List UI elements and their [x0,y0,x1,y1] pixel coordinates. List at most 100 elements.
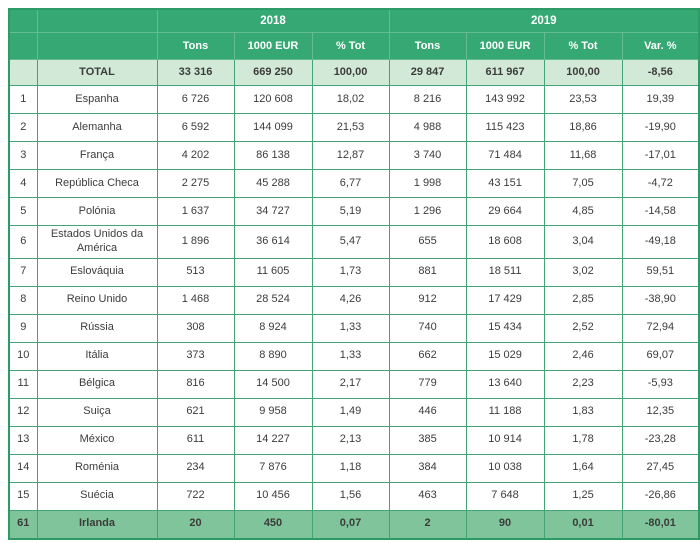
value-cell: 1,33 [311,341,390,371]
value-cell: 18,02 [311,85,390,114]
value-cell: 234 [156,453,235,483]
value-cell: 7,05 [543,169,623,198]
country-cell: Irlanda [36,509,158,539]
value-cell: 450 [233,509,313,539]
value-cell: -19,90 [621,113,700,142]
value-cell: 1,18 [311,453,390,483]
value-cell: 27,45 [621,453,700,483]
value-cell: 655 [388,225,467,259]
value-cell: 100,00 [311,59,390,86]
rank-cell: 2 [8,113,38,142]
value-cell: 14 227 [233,425,313,455]
rank-cell: 4 [8,169,38,198]
value-cell: 740 [388,313,467,343]
value-cell: 662 [388,341,467,371]
value-cell: 45 288 [233,169,313,198]
value-cell: 2 [388,509,467,539]
value-cell: 8 890 [233,341,313,371]
value-cell: 69,07 [621,341,700,371]
country-cell: Suiça [36,397,158,427]
value-cell: -4,72 [621,169,700,198]
year-header-row: 2018 2019 [8,8,700,33]
value-cell: -8,56 [621,59,700,86]
export-stats-table: 2018 2019 Tons 1000 EUR % Tot Tons 1000 … [8,8,700,540]
value-cell: 0,01 [543,509,623,539]
value-cell: 385 [388,425,467,455]
country-cell: França [36,141,158,170]
table-header: 2018 2019 Tons 1000 EUR % Tot Tons 1000 … [8,8,700,60]
value-cell: 2,17 [311,369,390,399]
value-cell: 5,47 [311,225,390,259]
country-cell: Itália [36,341,158,371]
rank-cell: 14 [8,453,38,483]
value-cell: 15 029 [465,341,545,371]
corner-cell-country-2 [36,32,158,60]
rank-cell: 3 [8,141,38,170]
value-cell: 13 640 [465,369,545,399]
value-cell: -23,28 [621,425,700,455]
value-cell: 1 998 [388,169,467,198]
value-cell: 2,13 [311,425,390,455]
value-cell: -38,90 [621,285,700,315]
value-cell: 1,64 [543,453,623,483]
value-cell: 8 924 [233,313,313,343]
year-header-2019: 2019 [388,8,700,33]
value-cell: -17,01 [621,141,700,170]
value-cell: 90 [465,509,545,539]
col-header-var-pct: Var. % [621,32,700,60]
value-cell: 611 967 [465,59,545,86]
value-cell: 373 [156,341,235,371]
table-row: 10 Itália 373 8 890 1,33 662 15 029 2,46 69,07 [8,341,700,371]
col-header-eur-2018: 1000 EUR [233,32,313,60]
value-cell: 4,85 [543,197,623,226]
value-cell: 1 896 [156,225,235,259]
value-cell: 10 456 [233,481,313,511]
value-cell: 71 484 [465,141,545,170]
value-cell: 11 605 [233,257,313,287]
value-cell: 11,68 [543,141,623,170]
value-cell: 3,04 [543,225,623,259]
table-row: 15 Suécia 722 10 456 1,56 463 7 648 1,25 -26,86 [8,481,700,511]
value-cell: 8 216 [388,85,467,114]
rank-cell: 1 [8,85,38,114]
table-row: 11 Bélgica 816 14 500 2,17 779 13 640 2,23 -5,93 [8,369,700,399]
table-row: 4 República Checa 2 275 45 288 6,77 1 998 43 1… [8,169,700,198]
value-cell: 144 099 [233,113,313,142]
table-row: 12 Suiça 621 9 958 1,49 446 11 188 1,83 12,35 [8,397,700,427]
value-cell: 21,53 [311,113,390,142]
value-cell: 10 914 [465,425,545,455]
value-cell: 4,26 [311,285,390,315]
value-cell: 779 [388,369,467,399]
value-cell: 59,51 [621,257,700,287]
corner-cell-rank [8,8,38,33]
year-header-2018: 2018 [156,8,390,33]
value-cell: 611 [156,425,235,455]
table-row: 2 Alemanha 6 592 144 099 21,53 4 988 115 423 18… [8,113,700,142]
value-cell: 5,19 [311,197,390,226]
value-cell: 36 614 [233,225,313,259]
value-cell: 1,56 [311,481,390,511]
value-cell: 17 429 [465,285,545,315]
value-cell: 1,83 [543,397,623,427]
column-header-row: Tons 1000 EUR % Tot Tons 1000 EUR % Tot … [8,32,700,60]
rank-cell: 5 [8,197,38,226]
country-cell: Bélgica [36,369,158,399]
rank-cell: 10 [8,341,38,371]
value-cell: 100,00 [543,59,623,86]
value-cell: 446 [388,397,467,427]
value-cell: 1 468 [156,285,235,315]
table-row: 6 Estados Unidos da América 1 896 36 614 5,4… [8,225,700,259]
value-cell: 2,85 [543,285,623,315]
country-cell: Estados Unidos da América [36,225,158,259]
country-cell: Suécia [36,481,158,511]
value-cell: 816 [156,369,235,399]
table-row: 8 Reino Unido 1 468 28 524 4,26 912 17 429 2,85… [8,285,700,315]
value-cell: 143 992 [465,85,545,114]
value-cell: -80,01 [621,509,700,539]
col-header-tons-2018: Tons [156,32,235,60]
value-cell: 621 [156,397,235,427]
country-cell: Roménia [36,453,158,483]
value-cell: 881 [388,257,467,287]
value-cell: 1,25 [543,481,623,511]
